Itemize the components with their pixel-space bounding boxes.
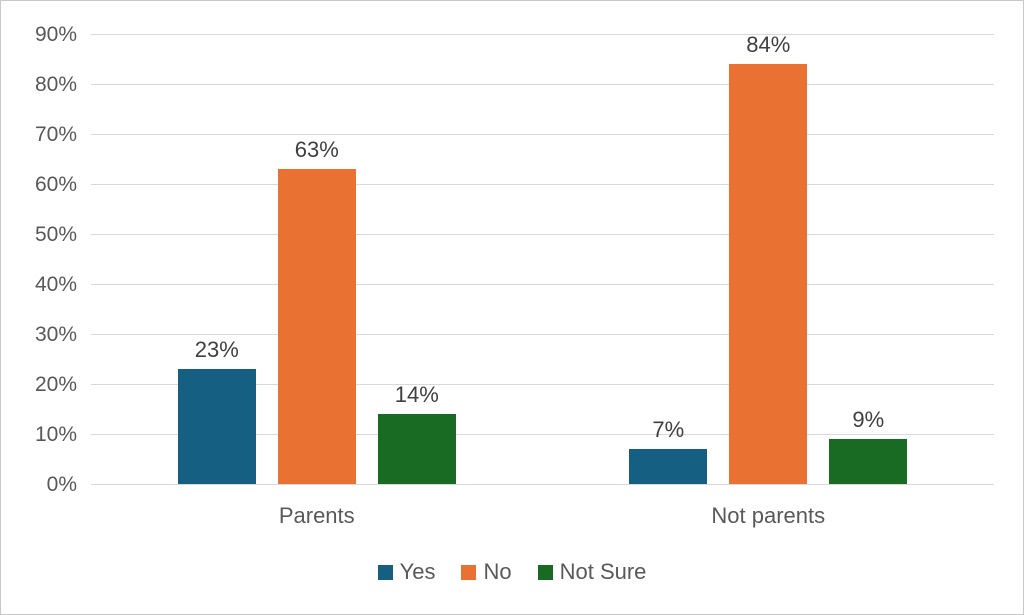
gridline-80% xyxy=(91,84,994,85)
data-label: 84% xyxy=(746,32,791,57)
data-label: 23% xyxy=(194,337,239,362)
gridline-50% xyxy=(91,234,994,235)
legend-item-not-sure: Not Sure xyxy=(537,559,647,584)
y-axis-tick-label: 90% xyxy=(34,23,77,46)
gridline-70% xyxy=(91,134,994,135)
legend-label: Not Sure xyxy=(559,559,647,584)
gridline-90% xyxy=(91,34,994,35)
legend-item-yes: Yes xyxy=(377,559,436,584)
legend-label: No xyxy=(483,559,512,584)
gridline-20% xyxy=(91,384,994,385)
gridline-30% xyxy=(91,334,994,335)
gridline-10% xyxy=(91,434,994,435)
legend-item-no: No xyxy=(461,559,512,584)
gridline-60% xyxy=(91,184,994,185)
legend-label: Yes xyxy=(399,559,436,584)
y-axis-tick-label: 70% xyxy=(34,123,77,146)
legend-swatch-icon xyxy=(461,564,477,580)
y-axis-tick-label: 20% xyxy=(34,373,77,396)
data-label: 7% xyxy=(652,417,685,442)
legend-swatch-icon xyxy=(377,564,393,580)
data-label: 63% xyxy=(294,137,339,162)
bar-no-not-parents xyxy=(729,64,808,484)
y-axis-tick-label: 0% xyxy=(46,473,77,496)
y-axis-tick-label: 30% xyxy=(34,323,77,346)
y-axis-tick-label: 80% xyxy=(34,73,77,96)
bar-yes-not-parents xyxy=(629,449,708,484)
category-label: Not parents xyxy=(711,503,826,528)
y-axis-tick-label: 40% xyxy=(34,273,77,296)
y-axis-tick-label: 60% xyxy=(34,173,77,196)
bar-yes-parents xyxy=(177,369,256,484)
legend: Yes No Not Sure xyxy=(1,561,1023,583)
data-label: 14% xyxy=(394,382,439,407)
gridline-40% xyxy=(91,284,994,285)
legend-swatch-icon xyxy=(537,564,553,580)
y-axis-tick-label: 50% xyxy=(34,223,77,246)
gridline-0% xyxy=(91,484,994,485)
bar-not-sure-not-parents xyxy=(829,439,908,484)
y-axis-tick-label: 10% xyxy=(34,423,77,446)
bar-no-parents xyxy=(277,169,356,484)
bar-not-sure-parents xyxy=(377,414,456,484)
data-label: 9% xyxy=(852,407,885,432)
category-label: Parents xyxy=(278,503,355,528)
